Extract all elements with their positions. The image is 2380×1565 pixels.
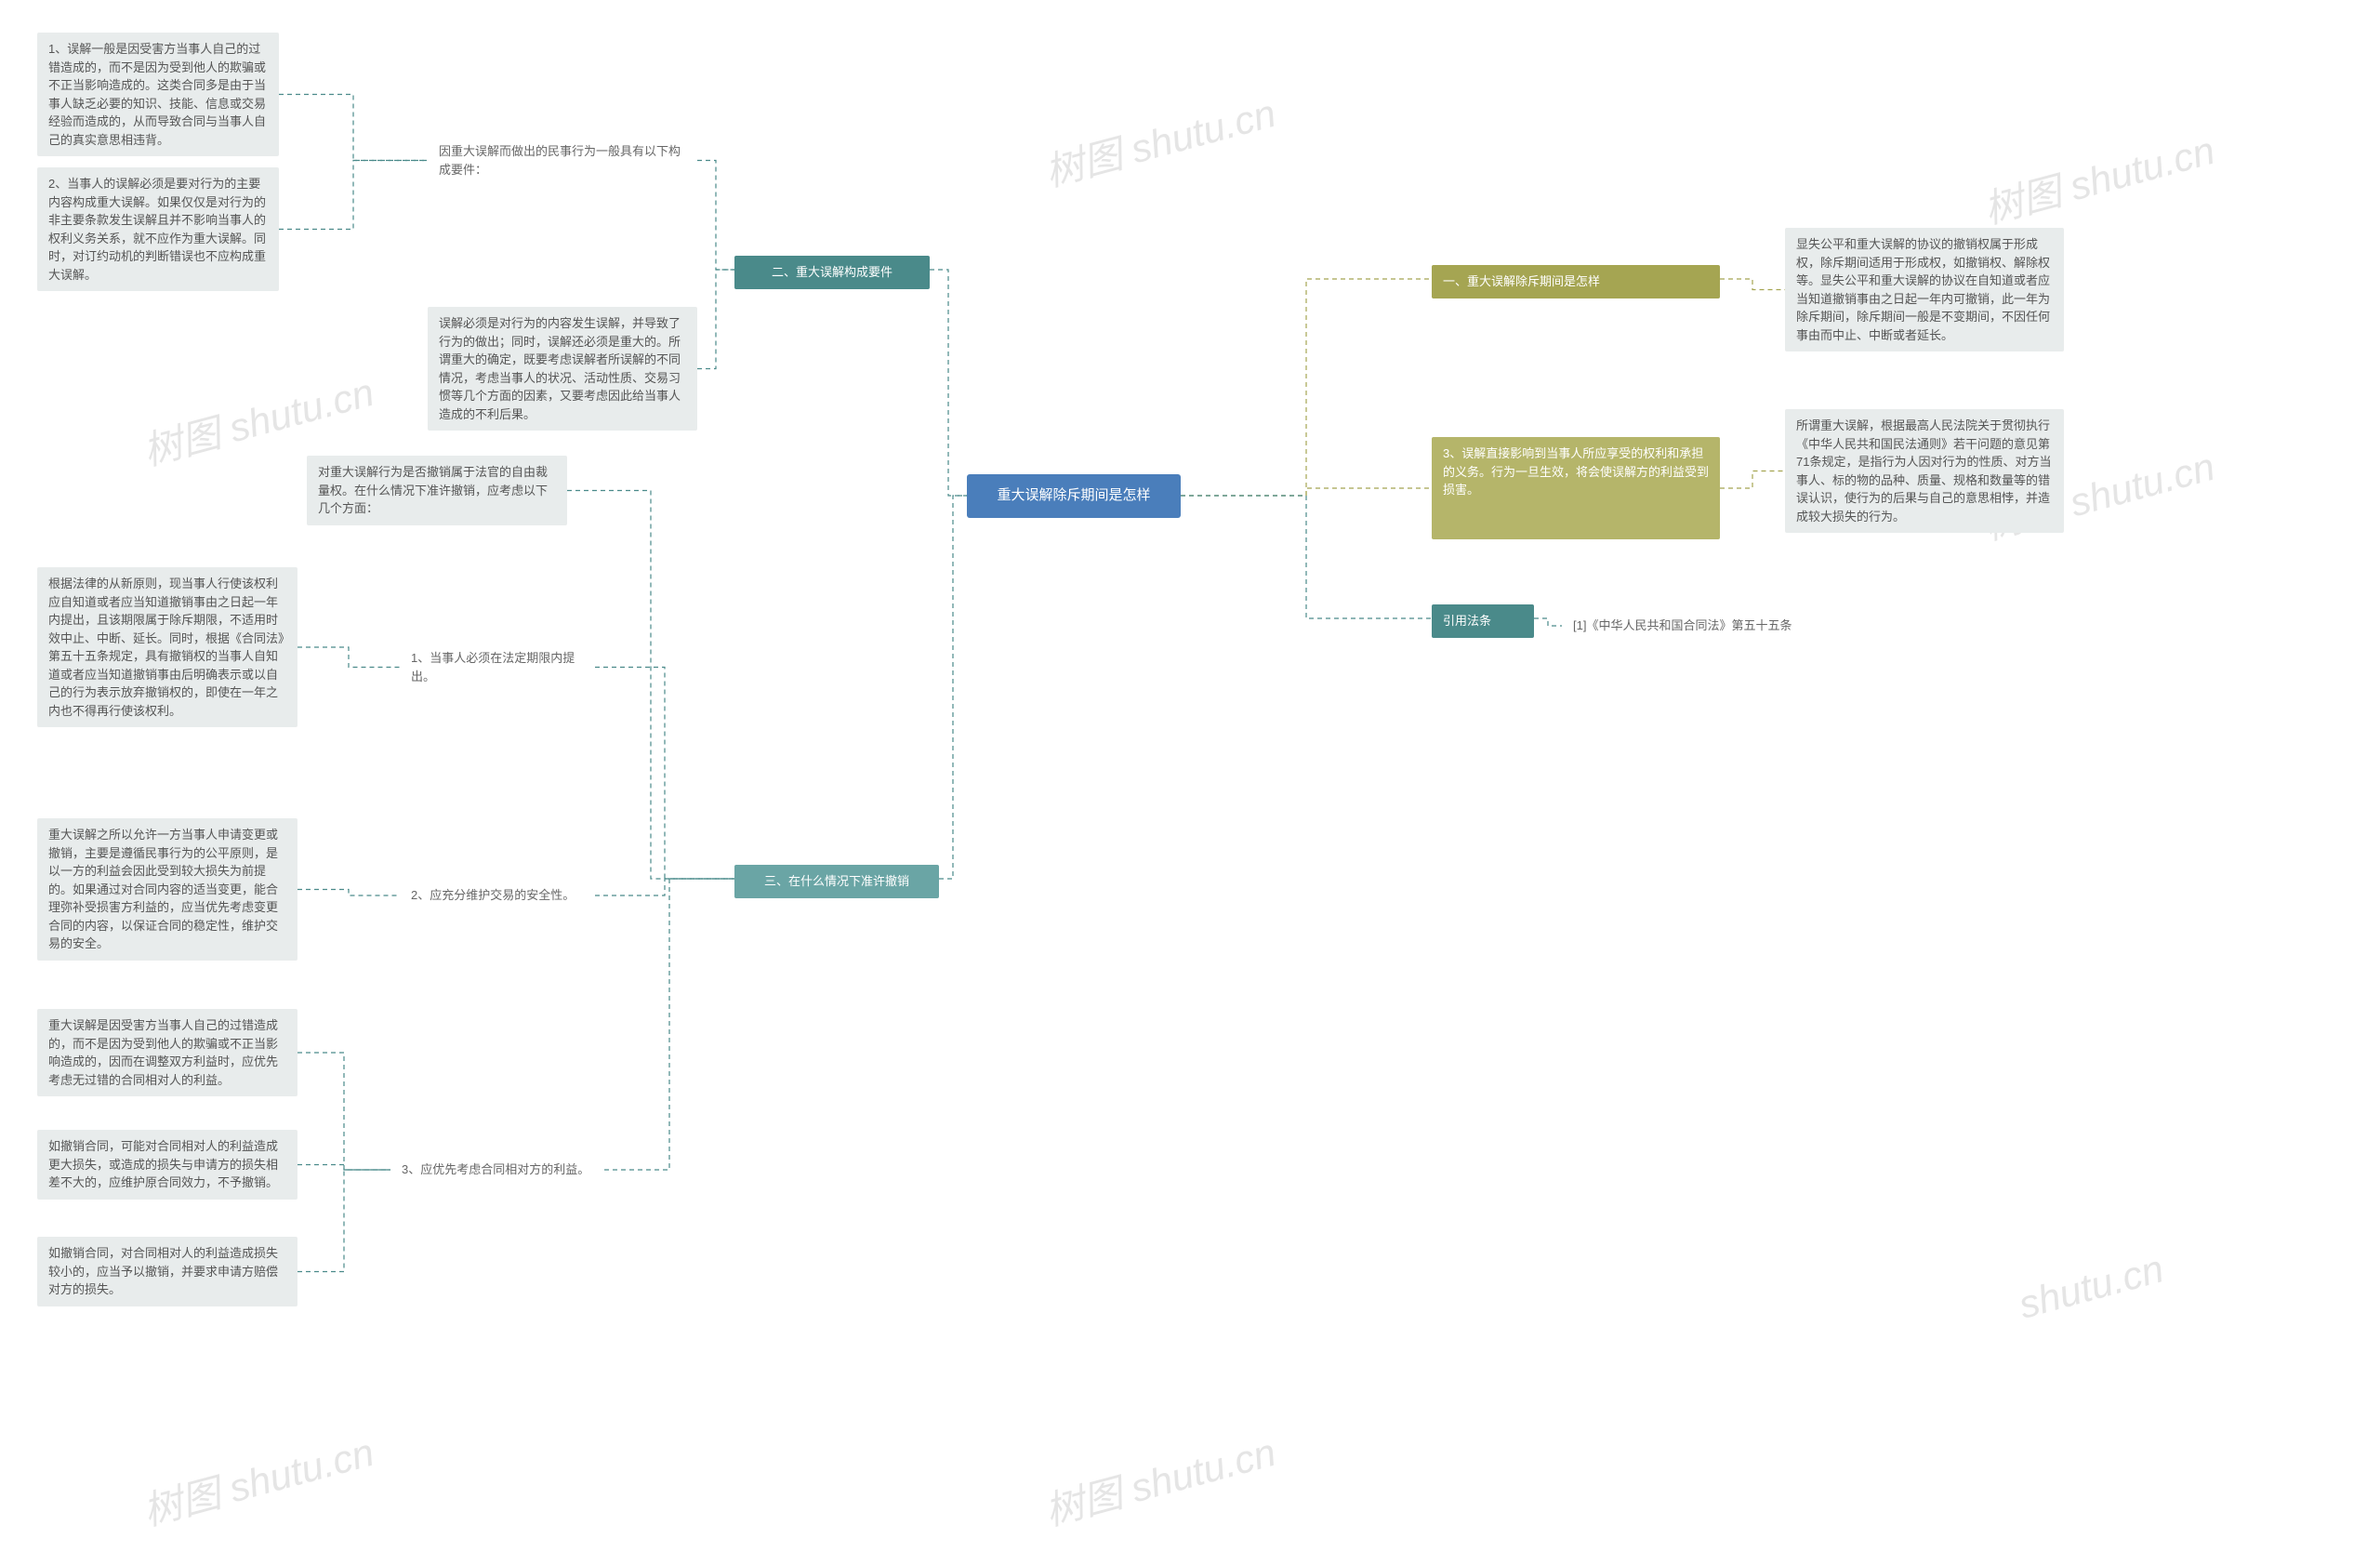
branch-r2: 3、误解直接影响到当事人所应享受的权利和承担的义务。行为一旦生效，将会使误解方的… (1432, 437, 1720, 539)
leaf-r1a: 显失公平和重大误解的协议的撤销权属于形成权，除斥期间适用于形成权，如撤销权、解除… (1785, 228, 2064, 351)
sub-l2s3: 2、应充分维护交易的安全性。 (400, 879, 595, 912)
leaf-r2a: 所谓重大误解，根据最高人民法院关于贯彻执行《中华人民共和国民法通则》若干问题的意… (1785, 409, 2064, 533)
branch-r3: 引用法条 (1432, 604, 1534, 638)
branch-r1: 一、重大误解除斥期间是怎样 (1432, 265, 1720, 298)
sub-l2s4: 3、应优先考虑合同相对方的利益。 (390, 1153, 604, 1187)
sub-l2s2: 1、当事人必须在法定期限内提出。 (400, 642, 595, 693)
watermark-6: 树图 shutu.cn (136, 1421, 379, 1537)
sub-l2s1: 对重大误解行为是否撤销属于法官的自由裁量权。在什么情况下准许撤销，应考虑以下几个… (307, 456, 567, 525)
sub-l1s1: 因重大误解而做出的民事行为一般具有以下构成要件： (428, 135, 697, 186)
leaf-l1s1a: 1、误解一般是因受害方当事人自己的过错造成的，而不是因为受到他人的欺骗或不正当影… (37, 33, 279, 156)
watermark-2: 树图 shutu.cn (1977, 119, 2220, 235)
leaf-l2s4b: 如撤销合同，可能对合同相对人的利益造成更大损失，或造成的损失与申请方的损失相差不… (37, 1130, 298, 1200)
leaf-l2s2a: 根据法律的从新原则，现当事人行使该权利应自知道或者应当知道撤销事由之日起一年内提… (37, 567, 298, 727)
watermark-4: shutu.cn (2014, 1246, 2168, 1327)
branch-l2: 三、在什么情况下准许撤销 (734, 865, 939, 898)
watermark-1: 树图 shutu.cn (1038, 82, 1281, 198)
leaf-l2s3a: 重大误解之所以允许一方当事人申请变更或撤销，主要是遵循民事行为的公平原则，是以一… (37, 818, 298, 961)
sub-l1s2: 误解必须是对行为的内容发生误解，并导致了行为的做出；同时，误解还必须是重大的。所… (428, 307, 697, 431)
leaf-l2s4a: 重大误解是因受害方当事人自己的过错造成的，而不是因为受到他人的欺骗或不正当影响造… (37, 1009, 298, 1096)
leaf-l1s1b: 2、当事人的误解必须是要对行为的主要内容构成重大误解。如果仅仅是对行为的非主要条… (37, 167, 279, 291)
leaf-r3a: [1]《中华人民共和国合同法》第五十五条 (1562, 609, 1859, 643)
leaf-l2s4c: 如撤销合同，对合同相对人的利益造成损失较小的，应当予以撤销，并要求申请方赔偿对方… (37, 1237, 298, 1306)
branch-l1: 二、重大误解构成要件 (734, 256, 930, 289)
watermark-5: 树图 shutu.cn (1038, 1421, 1281, 1537)
root-node: 重大误解除斥期间是怎样 (967, 474, 1181, 518)
